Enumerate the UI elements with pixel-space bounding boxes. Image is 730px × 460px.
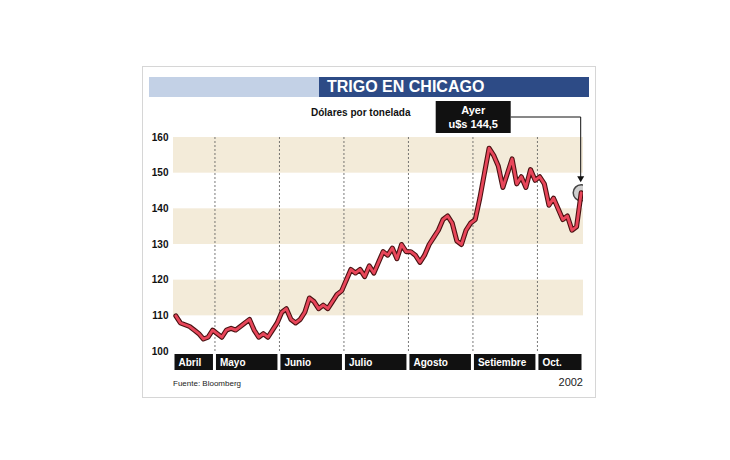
svg-text:u$s 144,5: u$s 144,5	[448, 118, 498, 130]
svg-text:110: 110	[152, 310, 169, 321]
html-text:TRIGO EN CHICAGO: TRIGO EN CHICAGO	[327, 78, 485, 95]
svg-text:Agosto: Agosto	[413, 357, 447, 368]
svg-text:Abril: Abril	[179, 357, 202, 368]
svg-text:130: 130	[152, 239, 169, 250]
svg-text:120: 120	[152, 274, 169, 285]
html-text:Fuente: Bloomberg: Fuente: Bloomberg	[173, 379, 241, 388]
svg-text:Junio: Junio	[284, 357, 311, 368]
svg-text:150: 150	[152, 167, 169, 178]
html-text:Dólares por tonelada: Dólares por tonelada	[311, 107, 411, 118]
svg-text:160: 160	[152, 132, 169, 143]
svg-text:140: 140	[152, 203, 169, 214]
html-text:2002: 2002	[558, 376, 583, 388]
svg-text:Mayo: Mayo	[220, 357, 246, 368]
svg-text:100: 100	[152, 346, 169, 357]
svg-text:Oct.: Oct.	[542, 357, 562, 368]
svg-text:Ayer: Ayer	[461, 104, 486, 116]
svg-text:Setiembre: Setiembre	[478, 357, 527, 368]
svg-text:Julio: Julio	[349, 357, 372, 368]
